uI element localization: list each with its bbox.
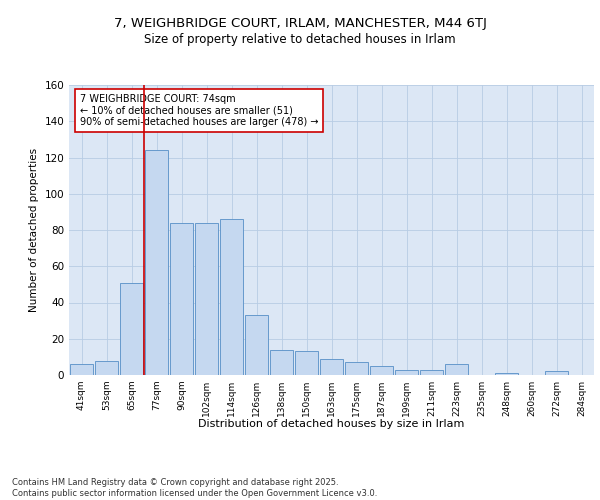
Bar (419, 370, 443, 375)
Text: 7 WEIGHBRIDGE COURT: 74sqm
← 10% of detached houses are smaller (51)
90% of semi: 7 WEIGHBRIDGE COURT: 74sqm ← 10% of deta… (79, 94, 318, 127)
Bar (344, 362, 368, 375)
Bar (95, 360, 118, 375)
Text: 7, WEIGHBRIDGE COURT, IRLAM, MANCHESTER, M44 6TJ: 7, WEIGHBRIDGE COURT, IRLAM, MANCHESTER,… (113, 18, 487, 30)
Bar (220, 219, 244, 375)
Bar (70, 364, 94, 375)
Bar (269, 350, 293, 375)
Bar (395, 370, 418, 375)
Text: Contains HM Land Registry data © Crown copyright and database right 2025.
Contai: Contains HM Land Registry data © Crown c… (12, 478, 377, 498)
Bar (170, 223, 193, 375)
Bar (445, 364, 469, 375)
Text: Size of property relative to detached houses in Irlam: Size of property relative to detached ho… (144, 32, 456, 46)
Bar (545, 372, 568, 375)
Bar (370, 366, 394, 375)
Y-axis label: Number of detached properties: Number of detached properties (29, 148, 39, 312)
Bar (194, 223, 218, 375)
Bar (145, 150, 169, 375)
Bar (494, 373, 518, 375)
X-axis label: Distribution of detached houses by size in Irlam: Distribution of detached houses by size … (199, 419, 464, 429)
Bar (245, 315, 268, 375)
Bar (119, 282, 143, 375)
Bar (295, 352, 319, 375)
Bar (320, 358, 343, 375)
